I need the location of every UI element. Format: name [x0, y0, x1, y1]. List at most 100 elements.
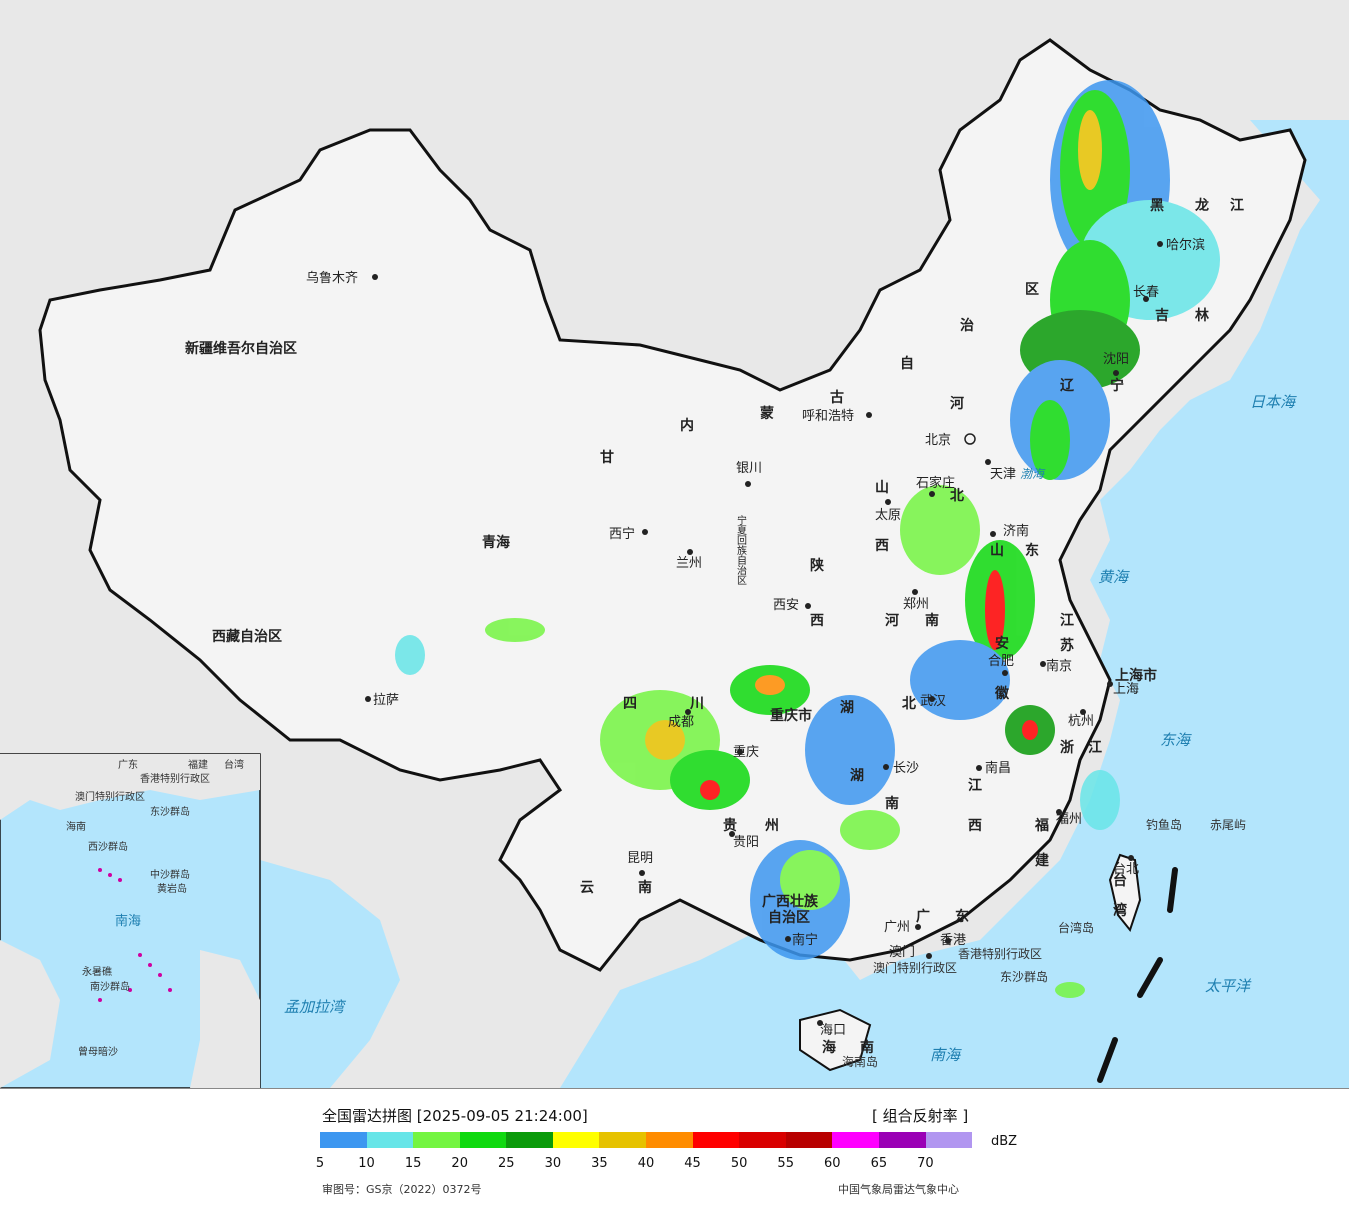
region-label-shan-shandong: 山 — [990, 543, 1004, 559]
city-label-fuzhou: 福州 — [1056, 812, 1082, 827]
region-label-xinjiang: 新疆维吾尔自治区 — [185, 340, 297, 357]
sea-label-japan: 日本海 — [1250, 393, 1297, 411]
map-title: 全国雷达拼图 [2025-09-05 21:24:00] — [322, 1107, 588, 1125]
island-label-macau-sar: 澳门特别行政区 — [873, 960, 957, 975]
city-label-chengdu: 成都 — [668, 715, 694, 730]
sea-label-yellow: 黄海 — [1098, 568, 1130, 586]
colorbar-swatch — [413, 1132, 460, 1148]
city-label-taiyuan: 太原 — [875, 508, 901, 523]
city-label-changchun: 长春 — [1133, 285, 1159, 300]
region-label-qu: 区 — [1025, 282, 1039, 298]
city-label-shenyang: 沈阳 — [1103, 352, 1129, 367]
region-label-nan-yunnan: 南 — [638, 879, 652, 896]
city-label-hangzhou: 杭州 — [1068, 714, 1094, 729]
region-label-zhi: 治 — [960, 317, 974, 334]
region-label-guangxi: 广西壮族 — [762, 893, 819, 910]
inset-label-xisha: 西沙群岛 — [88, 840, 128, 853]
city-label-haikou: 海口 — [820, 1023, 846, 1038]
city-label-yinchuan: 银川 — [736, 461, 762, 476]
inset-label-zengmu: 曾母暗沙 — [78, 1045, 118, 1058]
region-label-xizang: 西藏自治区 — [212, 628, 282, 645]
city-label-hefei: 合肥 — [988, 654, 1014, 669]
colorbar-tick-label: 40 — [637, 1156, 655, 1171]
region-label-su: 苏 — [1060, 637, 1074, 654]
region-label-hei: 黑 — [1150, 198, 1164, 214]
legend-panel: 全国雷达拼图 [2025-09-05 21:24:00] [ 组合反射率 ] 5… — [0, 1088, 1349, 1209]
colorbar-swatch — [552, 1132, 600, 1148]
inset-label-nansha: 南沙群岛 — [90, 980, 130, 993]
inset-label-zhongsha: 中沙群岛 — [150, 868, 190, 881]
city-label-nanjing: 南京 — [1046, 658, 1072, 674]
colorbar-swatch — [878, 1132, 926, 1148]
colorbar-tick-label: 15 — [404, 1156, 422, 1171]
city-label-taipei: 台北 — [1113, 862, 1139, 877]
region-label-he-henan: 河 — [885, 612, 899, 629]
region-label-xi-shaanxi: 西 — [810, 613, 824, 629]
region-label-jiang-zhejiang: 江 — [1088, 739, 1102, 756]
colorbar-tick-label: 65 — [870, 1156, 888, 1171]
city-label-shijiazhuang: 石家庄 — [916, 475, 955, 491]
colorbar-swatch — [646, 1132, 693, 1148]
colorbar-tick-label: 35 — [591, 1156, 608, 1171]
city-label-xian: 西安 — [773, 598, 799, 613]
inset-label-nanhai: 南海 — [115, 913, 141, 929]
colorbar-tick-label: 50 — [730, 1156, 748, 1171]
product-label: [ 组合反射率 ] — [872, 1107, 969, 1125]
region-label-xi-jiangxi: 西 — [968, 818, 982, 834]
city-label-hongkong: 香港 — [940, 933, 966, 948]
inset-label-guangdong: 广东 — [118, 758, 138, 771]
region-label-chuan: 川 — [689, 696, 704, 712]
region-label-zi: 自 — [900, 355, 914, 372]
region-label-guang: 广 — [916, 908, 930, 925]
region-label-bei: 北 — [950, 488, 964, 504]
inset-label-hainan: 海南 — [66, 820, 86, 833]
inset-label-macau: 澳门特别行政区 — [75, 790, 145, 803]
colorbar-tick-label: 5 — [315, 1156, 325, 1171]
region-label-nan-henan: 南 — [925, 612, 939, 629]
region-label-yun: 云 — [580, 880, 594, 896]
sea-label-bengal: 孟加拉湾 — [284, 998, 347, 1016]
colorbar-swatch — [599, 1132, 647, 1148]
region-label-qinghai: 青海 — [482, 534, 510, 551]
colorbar-tick-label: 60 — [824, 1156, 841, 1171]
region-label-jiang: 江 — [1230, 197, 1244, 214]
region-label-zhou: 州 — [764, 818, 779, 834]
sea-bengal — [260, 860, 400, 1088]
island-label-diaoyu: 钓鱼岛 — [1146, 817, 1182, 832]
region-label-liao: 辽 — [1060, 378, 1075, 394]
city-label-changsha: 长沙 — [893, 761, 919, 776]
colorbar-swatch — [459, 1132, 507, 1148]
region-label-shanghai-shi: 上海市 — [1115, 667, 1157, 684]
sea-label-east: 东海 — [1160, 731, 1192, 749]
island-label-dongsha: 东沙群岛 — [1000, 969, 1048, 984]
city-label-xining: 西宁 — [609, 526, 635, 542]
region-label-dong-shandong: 东 — [1025, 542, 1039, 559]
region-label-gan: 甘 — [600, 449, 614, 466]
island-label-chiwei: 赤尾屿 — [1210, 818, 1246, 832]
region-label-shaan: 陕 — [810, 557, 824, 574]
region-label-bei-hubei: 北 — [902, 696, 916, 712]
unit-label: dBZ — [991, 1134, 1018, 1149]
region-label-gui: 贵 — [723, 817, 737, 834]
city-label-shanghai: 上海 — [1113, 682, 1139, 697]
city-dots — [365, 241, 1163, 1026]
island-label-hk-sar: 香港特别行政区 — [958, 946, 1042, 961]
inset-label-yongshu: 永暑礁 — [82, 965, 112, 978]
colorbar-swatch — [785, 1132, 833, 1148]
region-label-jiang-jiangxi: 江 — [968, 777, 982, 794]
region-label-gu: 古 — [830, 389, 844, 406]
colorbar-swatch — [925, 1132, 973, 1148]
china-outline — [38, 38, 1307, 972]
inset-label-fujian: 福建 — [188, 758, 208, 771]
sea-label-bohai: 渤海 — [1020, 467, 1046, 481]
city-label-hohhot: 呼和浩特 — [802, 409, 854, 424]
radar-echoes — [395, 80, 1220, 998]
region-label-xi-shanxi: 西 — [875, 538, 889, 554]
colorbar-tick-label: 10 — [358, 1156, 375, 1171]
city-label-lanzhou: 兰州 — [676, 556, 702, 571]
region-label-lin: 林 — [1195, 307, 1209, 324]
sea-label-south: 南海 — [930, 1046, 962, 1064]
city-label-zhengzhou: 郑州 — [903, 597, 929, 612]
region-label-hai-hainan: 海 — [822, 1039, 836, 1056]
city-label-macau: 澳门 — [889, 944, 915, 960]
